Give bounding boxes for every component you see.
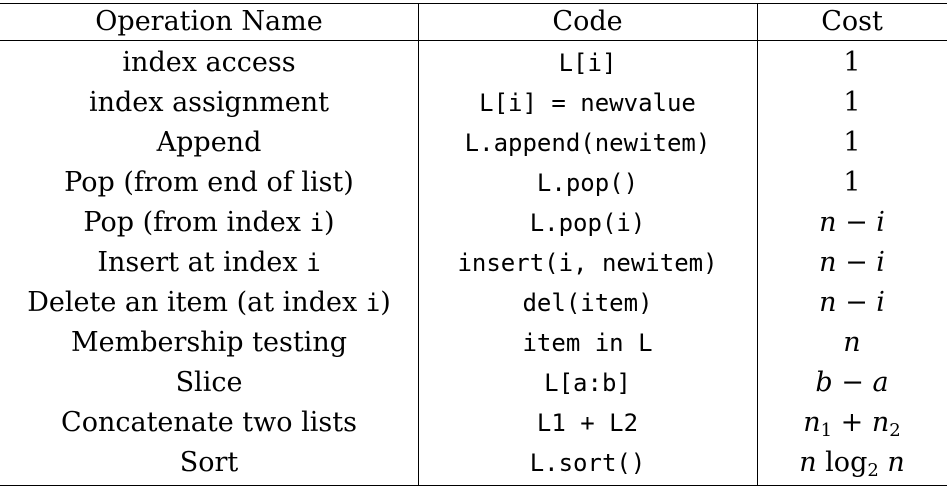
cost-subscript: 1 (820, 420, 833, 441)
operation-name: Slice (175, 367, 243, 398)
name-text: Delete an item (at index (27, 287, 366, 318)
table-header-row: Operation Name Code Cost (0, 2, 947, 42)
operation-cost: b − a (815, 367, 889, 398)
name-text: Pop (from index (83, 207, 310, 238)
column-divider-2 (757, 3, 758, 486)
operation-code: del(item) (522, 289, 653, 317)
operation-name: Insert at index i (0, 243, 418, 283)
table-row: Insert at index i insert(i, newitem) n −… (0, 243, 947, 283)
name-variable: i (306, 249, 321, 277)
cost-log: log (825, 447, 868, 478)
operation-cost: 1 (757, 83, 947, 123)
operation-cost: n (843, 327, 861, 358)
cost-value: 1 (843, 127, 861, 158)
table-row: index assignment L[i] = newvalue 1 (0, 83, 947, 123)
operation-cost: n log2 n (757, 443, 947, 483)
cost-term: n (803, 407, 821, 438)
operation-code: insert(i, newitem) (457, 249, 718, 277)
table-row: Sort L.sort() n log2 n (0, 443, 947, 483)
operation-code: L.pop() (536, 169, 639, 197)
table-top-rule (0, 3, 947, 4)
operation-code: L[a:b] (544, 369, 631, 397)
operation-name: Delete an item (at index i) (0, 283, 418, 323)
table-row: Membership testing item in L n (0, 323, 947, 363)
operation-cost: n − i (819, 287, 885, 318)
table-header-rule (0, 40, 947, 41)
name-text: ) (324, 207, 335, 238)
operation-name: index assignment (88, 87, 330, 118)
operation-name: Membership testing (71, 327, 347, 358)
operation-code: L.pop(i) (529, 209, 646, 237)
operation-code: L[i] = newvalue (479, 89, 696, 117)
cost-subscript: 2 (867, 460, 879, 481)
operation-name: Sort (179, 447, 239, 478)
table-row: Append L.append(newitem) 1 (0, 123, 947, 163)
name-variable: i (365, 289, 381, 317)
name-variable: i (309, 209, 325, 237)
operation-code: L[i] (558, 49, 617, 77)
operation-name: index access (122, 47, 296, 78)
operation-code: L.append(newitem) (464, 129, 711, 157)
header-cost: Cost (821, 6, 883, 37)
operation-code: item in L (522, 329, 653, 357)
cost-term: n (871, 407, 890, 438)
operation-cost: 1 (757, 163, 947, 203)
cost-term: n (878, 447, 905, 478)
table-row: Concatenate two lists L1 + L2 n1 + n2 (0, 403, 947, 443)
operation-cost: n1 + n2 (757, 403, 947, 443)
operation-name: Pop (from end of list) (64, 167, 354, 198)
operation-cost: n − i (819, 247, 885, 278)
table-row: Pop (from end of list) L.pop() 1 (0, 163, 947, 203)
operation-cost: 1 (757, 43, 947, 83)
table-bottom-rule (0, 485, 947, 486)
operation-cost: 1 (757, 123, 947, 163)
name-text: Insert at index (97, 247, 307, 278)
cost-operator: + (832, 407, 872, 438)
cost-value: 1 (843, 47, 861, 78)
table-row: Delete an item (at index i) del(item) n … (0, 283, 947, 323)
name-text: ) (380, 287, 391, 318)
operation-cost: n − i (819, 207, 885, 238)
operation-code: L.sort() (529, 449, 646, 477)
operation-name: Append (156, 127, 262, 158)
table-row: index access L[i] 1 (0, 43, 947, 83)
column-divider-1 (418, 3, 419, 486)
header-code: Code (552, 6, 623, 37)
operation-code: L1 + L2 (536, 409, 639, 437)
operation-name: Concatenate two lists (61, 407, 357, 438)
operation-name: Pop (from index i) (0, 203, 418, 243)
table-row: Pop (from index i) L.pop(i) n − i (0, 203, 947, 243)
cost-subscript: 2 (889, 420, 901, 441)
table-row: Slice L[a:b] b − a (0, 363, 947, 403)
cost-term: n (799, 447, 826, 478)
cost-value: 1 (843, 87, 861, 118)
cost-value: 1 (843, 167, 861, 198)
header-operation-name: Operation Name (95, 6, 323, 37)
